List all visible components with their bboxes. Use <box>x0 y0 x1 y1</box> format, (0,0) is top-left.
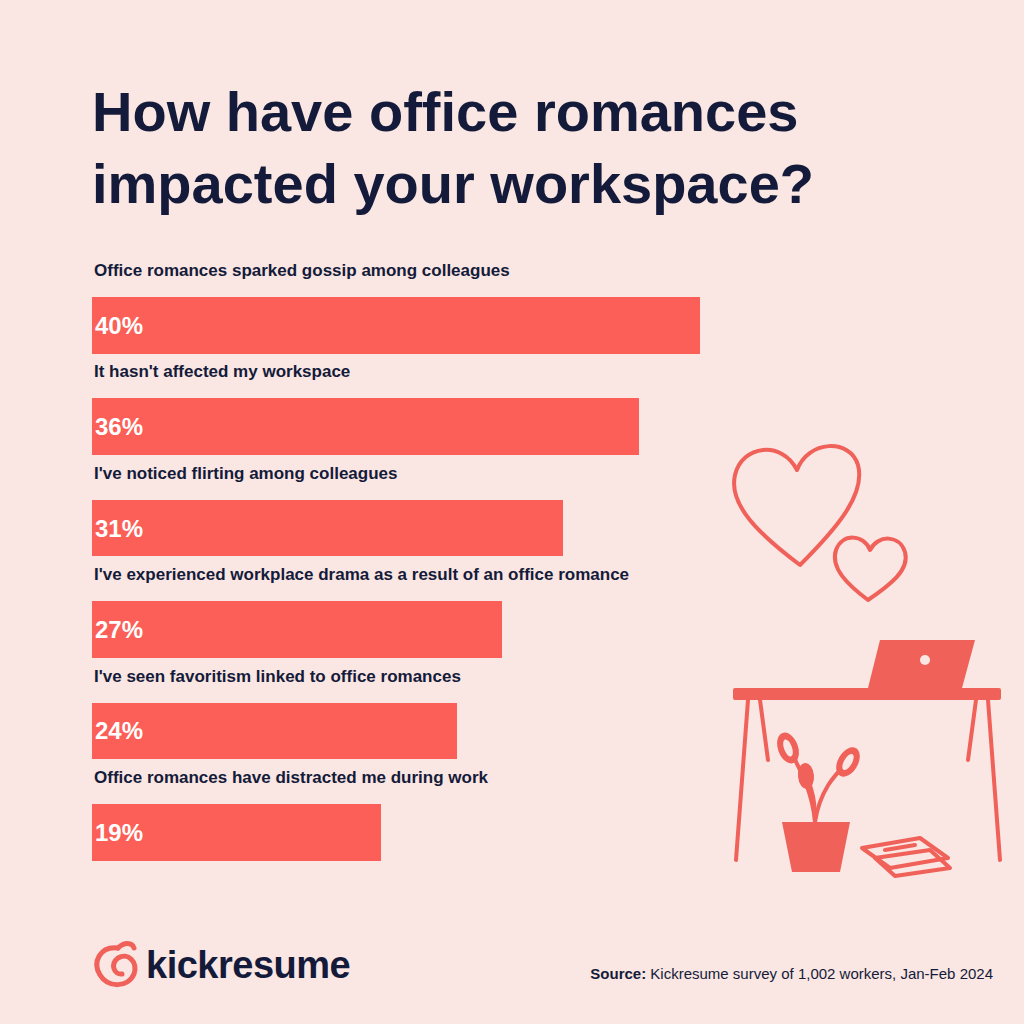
html-text:Source: Kickresume survey of 1: Source: Kickresume survey of 1,002 worke… <box>590 965 993 982</box>
svg-text:Office romances have distracte: Office romances have distracted me durin… <box>94 768 489 787</box>
svg-text:40%: 40% <box>95 312 143 339</box>
svg-text:19%: 19% <box>95 819 143 846</box>
html-text:kickresume: kickresume <box>146 944 351 986</box>
svg-text:It hasn't affected my workspac: It hasn't affected my workspace <box>94 362 350 381</box>
svg-text:I've noticed flirting among co: I've noticed flirting among colleagues <box>94 464 398 483</box>
svg-text:I've experienced workplace dra: I've experienced workplace drama as a re… <box>94 565 629 584</box>
svg-text:27%: 27% <box>95 616 143 643</box>
html-text:How have office romances impac: How have office romances impacted your w… <box>92 80 814 215</box>
svg-text:Office romances sparked gossip: Office romances sparked gossip among col… <box>94 261 510 280</box>
svg-text:31%: 31% <box>95 515 143 542</box>
svg-text:36%: 36% <box>95 413 143 440</box>
svg-text:I've seen favoritism linked to: I've seen favoritism linked to office ro… <box>94 667 461 686</box>
svg-text:24%: 24% <box>95 717 143 744</box>
